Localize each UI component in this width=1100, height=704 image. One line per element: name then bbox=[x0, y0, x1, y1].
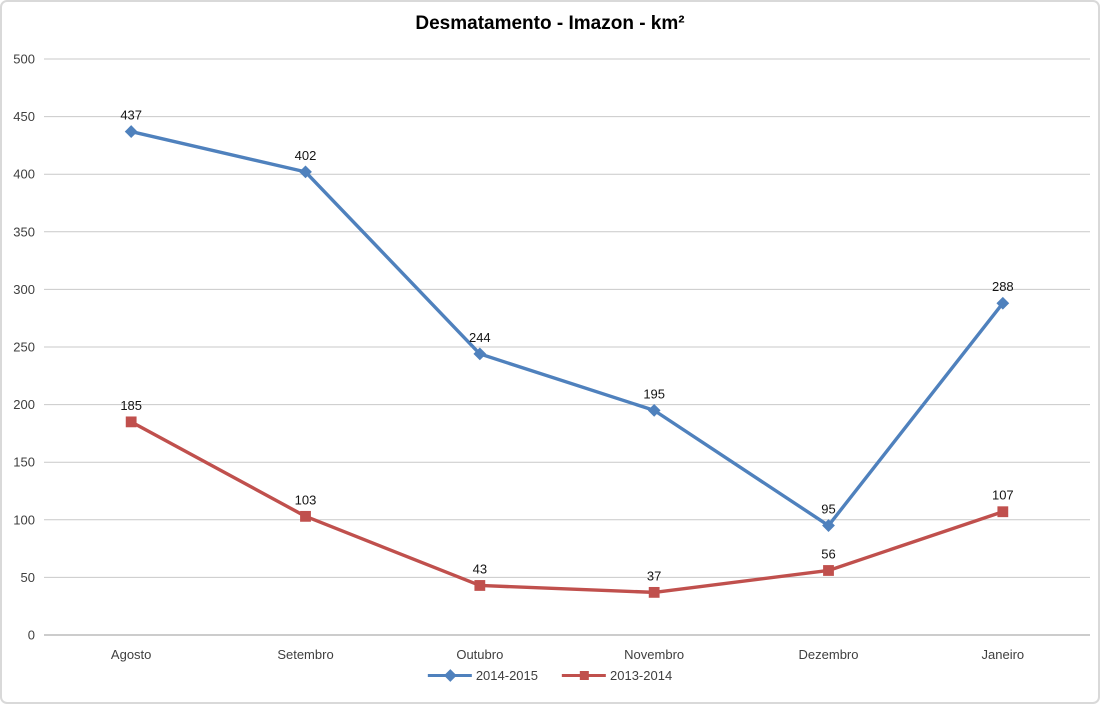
square-marker-icon bbox=[300, 510, 311, 522]
data-label: 95 bbox=[821, 502, 835, 517]
diamond-marker-icon bbox=[996, 296, 1010, 310]
line-diamond-marker-icon bbox=[427, 669, 472, 682]
legend-label: 2014-2015 bbox=[475, 668, 538, 683]
data-label: 195 bbox=[643, 386, 665, 401]
x-tick-label: Dezembro bbox=[799, 647, 859, 662]
diamond-marker-icon bbox=[124, 125, 138, 138]
square-marker-icon bbox=[823, 565, 834, 576]
line-square-marker-icon bbox=[562, 669, 606, 682]
data-label: 288 bbox=[992, 279, 1014, 294]
series-line-2013-2014 bbox=[129, 420, 1005, 595]
data-label: 107 bbox=[992, 488, 1014, 503]
y-tick-label: 400 bbox=[13, 167, 35, 182]
square-marker-icon bbox=[648, 586, 660, 598]
y-tick-label: 300 bbox=[13, 282, 35, 297]
series-line-2014-2015 bbox=[129, 129, 1005, 528]
chart-title: Desmatamento - Imazon - km² bbox=[415, 13, 685, 34]
y-tick-label: 0 bbox=[28, 628, 35, 643]
data-label: 56 bbox=[821, 546, 835, 561]
legend-label: 2013-2014 bbox=[610, 668, 673, 683]
diamond-marker-icon bbox=[822, 519, 835, 532]
data-label: 103 bbox=[295, 492, 317, 507]
diamond-marker-icon bbox=[473, 347, 487, 361]
data-label: 43 bbox=[473, 561, 487, 576]
square-marker-icon bbox=[125, 416, 137, 428]
x-tick-label: Outubro bbox=[456, 647, 503, 662]
data-label: 437 bbox=[120, 108, 142, 123]
y-tick-label: 500 bbox=[13, 52, 35, 67]
diamond-marker-icon bbox=[299, 165, 312, 179]
data-label: 402 bbox=[295, 148, 317, 163]
chart-legend: 2014-2015 2013-2014 bbox=[427, 668, 672, 683]
y-tick-label: 450 bbox=[13, 109, 35, 124]
legend-item-2014-2015: 2014-2015 bbox=[427, 668, 538, 683]
data-label: 37 bbox=[647, 568, 661, 583]
diamond-marker-icon bbox=[647, 403, 661, 417]
y-tick-label: 100 bbox=[13, 512, 35, 527]
y-tick-label: 350 bbox=[13, 224, 35, 239]
y-tick-label: 200 bbox=[13, 397, 35, 412]
y-tick-label: 150 bbox=[13, 455, 35, 470]
square-marker-icon bbox=[474, 580, 486, 591]
x-tick-label: Novembro bbox=[624, 647, 684, 662]
x-tick-label: Agosto bbox=[111, 647, 151, 662]
data-label: 185 bbox=[120, 398, 142, 413]
legend-item-2013-2014: 2013-2014 bbox=[562, 668, 672, 683]
y-tick-label: 50 bbox=[21, 570, 35, 585]
x-tick-label: Setembro bbox=[277, 647, 333, 662]
y-tick-label: 250 bbox=[13, 340, 35, 355]
x-tick-label: Janeiro bbox=[982, 647, 1025, 662]
data-label: 244 bbox=[469, 330, 491, 345]
square-marker-icon bbox=[997, 506, 1009, 518]
